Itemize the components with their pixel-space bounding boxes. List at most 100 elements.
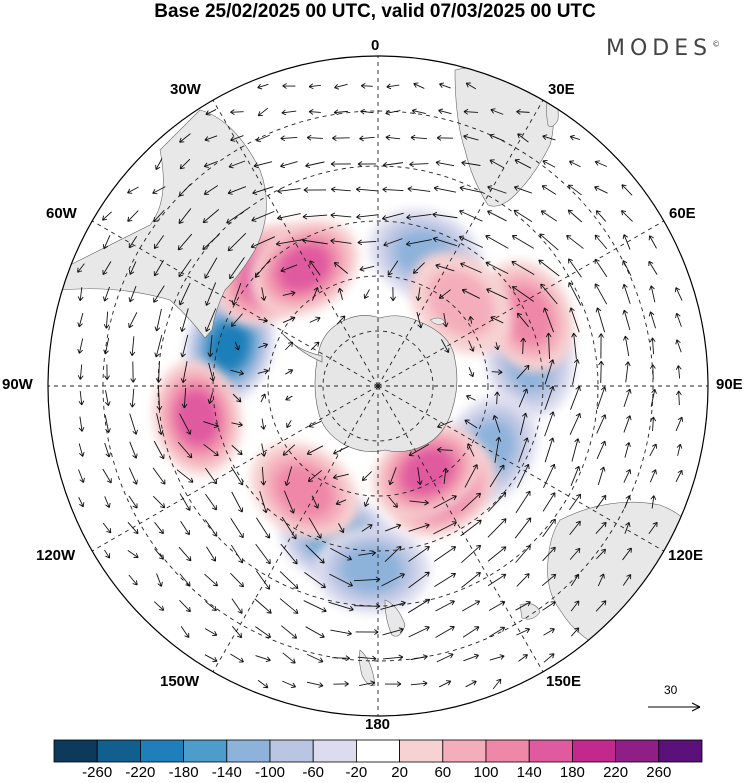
wind-arrow [381,573,405,587]
colorbar-cell [615,739,660,763]
wind-arrow [542,601,556,611]
wind-arrow [204,519,218,537]
wind-arrow [334,83,348,90]
wind-arrow [541,185,557,195]
wind-arrow [489,654,505,661]
wind-arrow [202,234,220,251]
wind-arrow [570,627,580,637]
colorbar-tick-label: 180 [559,764,585,781]
wind-arrow [569,307,580,333]
wind-arrow [230,369,244,376]
wind-arrow [257,368,269,375]
wind-arrow [257,83,269,90]
wind-arrow [595,307,606,333]
wind-arrow [281,516,297,540]
wind-arrow [257,679,269,689]
wind-arrow [622,547,632,561]
wind-arrow [128,467,138,485]
wind-arrow [206,546,217,562]
colorbar-cell [355,739,400,763]
wind-arrow [333,262,348,274]
wind-arrow [253,161,273,169]
wind-arrow [411,108,426,115]
wind-arrow [622,260,632,276]
wind-arrow [360,108,374,115]
wind-arrow [596,548,607,560]
meridian-line [212,99,379,387]
wind-arrow [412,262,425,274]
wind-arrow [436,653,454,663]
wind-arrow [571,438,580,462]
wind-arrow [494,391,501,405]
wind-arrow [675,390,682,406]
colorbar-cell [572,739,617,763]
wind-arrow [178,208,192,224]
colorbar-cell [658,739,703,763]
wind-arrow [416,467,423,486]
wind-arrow [568,258,582,278]
wind-arrow [384,523,402,532]
wind-arrow [382,627,404,636]
wind-arrow [231,598,243,614]
wind-arrow [540,210,558,222]
wind-arrow [282,680,297,689]
wind-arrow [361,524,373,532]
wind-arrow [566,234,584,249]
wind-arrow [570,465,581,486]
colorbar-tick-label: -220 [125,764,156,781]
wind-arrow [544,437,555,463]
wind-arrow [104,496,111,508]
wind-arrow [330,212,352,219]
wind-arrow [202,209,220,224]
colorbar-tick-label: 260 [646,764,672,781]
wind-arrow [594,283,608,305]
wind-arrow [461,492,482,512]
wind-arrow [569,412,581,435]
colorbar-cell [96,739,141,763]
wind-arrow [230,544,244,564]
wind-arrow [280,161,298,169]
colorbar-cell [53,739,98,763]
wind-arrow [650,495,657,509]
wind-arrow [78,469,85,483]
wind-arrow [179,573,191,587]
wind-arrow [177,233,193,251]
wind-arrow [284,341,294,351]
wind-arrow [649,337,656,355]
wind-arrow [154,334,163,358]
wind-arrow [330,238,352,244]
wind-arrow [648,235,657,249]
wind-arrow [518,437,529,463]
wind-arrow [280,543,298,565]
wind-arrow [649,469,657,483]
wind-arrow [155,158,163,171]
anomaly-high [250,442,359,541]
wind-arrow [333,445,349,455]
wind-arrow [569,547,581,560]
wind-arrow [539,233,559,251]
wind-arrow [255,655,271,663]
wind-arrow [203,443,219,457]
wind-arrow [433,495,457,509]
wind-arrow [104,364,110,380]
wind-arrow [387,260,399,276]
wind-arrow [460,262,482,274]
wind-arrow [128,574,138,586]
wind-arrow [622,234,631,250]
wind-arrow [544,359,555,385]
wind-arrow [311,495,319,509]
wind-arrow [465,82,477,90]
wind-arrow [390,287,396,302]
wind-arrow [596,386,607,410]
wind-arrow [128,312,138,329]
wind-arrow [674,287,683,301]
wind-arrow [127,186,139,194]
wind-arrow [516,364,530,380]
wind-arrow [179,133,191,143]
wind-arrow [230,109,244,115]
wind-arrow [337,287,344,300]
wind-arrow [489,464,505,488]
wind-arrow [595,210,607,222]
wind-arrow [357,161,376,167]
